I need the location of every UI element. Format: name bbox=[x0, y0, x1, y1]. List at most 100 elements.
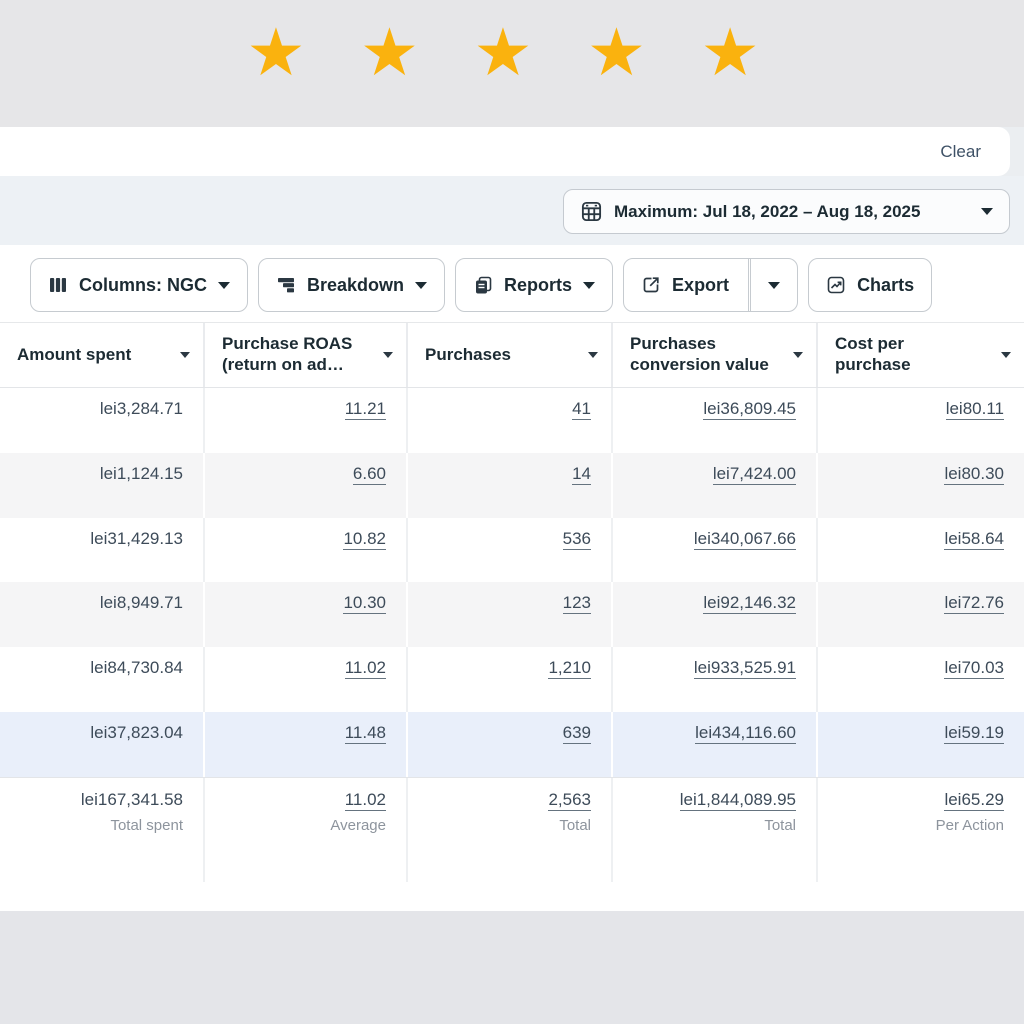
metric-link[interactable]: lei65.29 bbox=[944, 789, 1004, 811]
breakdown-button-label: Breakdown bbox=[307, 274, 405, 295]
column-header-purchase-roas[interactable]: Purchase ROAS (return on ad… bbox=[205, 323, 408, 387]
chevron-down-icon bbox=[218, 281, 230, 289]
cost-per-purchase-cell: lei59.19 bbox=[818, 712, 1024, 777]
metric-link[interactable]: lei72.76 bbox=[944, 593, 1004, 615]
rating-banner: ★ ★ ★ ★ ★ bbox=[0, 0, 1024, 127]
chevron-down-icon[interactable] bbox=[768, 281, 781, 289]
metric-link[interactable]: lei59.19 bbox=[944, 723, 1004, 745]
table-toolbar: Columns: NGC Breakdown Reports bbox=[0, 245, 1024, 322]
roas-cell: 10.82 bbox=[205, 517, 408, 583]
breakdown-button[interactable]: Breakdown bbox=[258, 258, 446, 312]
star-icon[interactable]: ★ bbox=[473, 15, 551, 89]
chevron-down-icon bbox=[583, 281, 596, 289]
metric-link[interactable]: lei340,067.66 bbox=[693, 528, 796, 550]
date-band: Maximum: Jul 18, 2022 – Aug 18, 2025 bbox=[0, 176, 1024, 245]
filter-bar: Clear bbox=[0, 127, 1010, 176]
metric-link[interactable]: 11.48 bbox=[344, 723, 386, 745]
purchases-cell: 14 bbox=[408, 452, 613, 518]
metric-link[interactable]: lei70.03 bbox=[944, 658, 1004, 680]
total-sublabel: Average bbox=[330, 816, 386, 834]
conversion-value-cell: lei434,116.60 bbox=[613, 712, 818, 777]
filter-bar-strip: Clear bbox=[0, 127, 1024, 176]
conversion-value-cell: lei933,525.91 bbox=[613, 647, 818, 713]
table-row-highlighted: lei37,823.04 11.48 639 lei434,116.60 lei… bbox=[0, 712, 1024, 777]
breakdown-icon bbox=[278, 278, 294, 293]
metric-link[interactable]: lei80.11 bbox=[945, 399, 1004, 420]
column-header-purchases[interactable]: Purchases bbox=[408, 323, 613, 387]
cost-per-purchase-cell: lei58.64 bbox=[818, 518, 1024, 583]
metric-link[interactable]: 10.30 bbox=[343, 593, 386, 615]
export-icon bbox=[643, 277, 659, 293]
column-header-label: Purchases conversion value bbox=[630, 334, 769, 374]
total-sublabel: Total spent bbox=[110, 816, 183, 834]
conversion-value-cell: lei7,424.00 bbox=[613, 452, 818, 518]
table-row: lei3,284.71 11.21 41 lei36,809.45 lei80.… bbox=[0, 388, 1024, 453]
metric-link[interactable]: 1,210 bbox=[548, 658, 591, 680]
metric-link[interactable]: 11.02 bbox=[344, 789, 386, 811]
table-totals-row: lei167,341.58 Total spent 11.02 Average … bbox=[0, 776, 1024, 882]
star-rating[interactable]: ★ ★ ★ ★ ★ bbox=[0, 10, 1024, 96]
metric-link[interactable]: 6.60 bbox=[352, 463, 386, 485]
metric-link[interactable]: 41 bbox=[572, 399, 591, 420]
metric-link[interactable]: 536 bbox=[562, 528, 591, 550]
column-header-conversion-value[interactable]: Purchases conversion value bbox=[613, 323, 818, 387]
reports-button[interactable]: Reports bbox=[455, 258, 614, 312]
amount-spent-cell: lei1,124.15 bbox=[0, 452, 205, 518]
metric-link[interactable]: 11.21 bbox=[344, 399, 386, 420]
purchases-cell: 536 bbox=[408, 517, 613, 583]
calendar-icon bbox=[581, 201, 602, 222]
columns-button-label: Columns: NGC bbox=[79, 274, 207, 295]
cost-per-purchase-cell: lei80.30 bbox=[818, 453, 1024, 518]
roas-cell: 11.48 bbox=[205, 712, 408, 777]
amount-spent-cell: lei3,284.71 bbox=[0, 388, 205, 453]
amount-spent-cell: lei8,949.71 bbox=[0, 582, 205, 648]
metric-link[interactable]: 11.02 bbox=[344, 658, 386, 680]
charts-button[interactable]: Charts bbox=[808, 258, 933, 312]
metric-link[interactable]: lei80.30 bbox=[944, 463, 1004, 485]
amount-spent-cell: lei37,823.04 bbox=[0, 712, 205, 777]
purchases-cell: 123 bbox=[408, 582, 613, 648]
metric-link[interactable]: lei36,809.45 bbox=[703, 399, 796, 420]
columns-icon bbox=[50, 278, 66, 292]
roas-cell: 11.21 bbox=[205, 388, 408, 453]
table-row: lei84,730.84 11.02 1,210 lei933,525.91 l… bbox=[0, 647, 1024, 713]
conversion-value-cell: lei36,809.45 bbox=[613, 388, 818, 453]
column-header-amount-spent[interactable]: Amount spent bbox=[0, 323, 205, 387]
columns-button[interactable]: Columns: NGC bbox=[30, 258, 248, 312]
metric-link[interactable]: 123 bbox=[562, 593, 591, 615]
purchases-cell: 41 bbox=[408, 388, 613, 453]
metric-link[interactable]: lei933,525.91 bbox=[693, 658, 796, 680]
metric-link[interactable]: lei1,844,089.95 bbox=[679, 789, 796, 811]
export-button-label: Export bbox=[672, 274, 730, 295]
metric-link[interactable]: lei434,116.60 bbox=[695, 723, 796, 745]
conversion-value-cell: lei340,067.66 bbox=[613, 517, 818, 583]
export-split-button[interactable]: Export bbox=[623, 258, 799, 312]
metric-link[interactable]: 14 bbox=[572, 463, 591, 485]
chevron-down-icon bbox=[383, 352, 393, 358]
cell-value: lei3,284.71 bbox=[99, 399, 183, 418]
metric-link[interactable]: lei7,424.00 bbox=[712, 463, 796, 485]
star-icon[interactable]: ★ bbox=[359, 15, 438, 89]
metric-link[interactable]: lei58.64 bbox=[944, 528, 1004, 550]
total-sublabel: Per Action bbox=[935, 816, 1004, 834]
column-header-cost-per-purchase[interactable]: Cost per purchase bbox=[818, 323, 1024, 387]
amount-spent-cell: lei84,730.84 bbox=[0, 647, 205, 713]
chevron-down-icon bbox=[415, 281, 428, 289]
cost-per-purchase-cell: lei72.76 bbox=[818, 582, 1024, 647]
clear-button[interactable]: Clear bbox=[940, 141, 981, 161]
charts-icon bbox=[827, 276, 845, 294]
date-range-button[interactable]: Maximum: Jul 18, 2022 – Aug 18, 2025 bbox=[563, 189, 1010, 234]
metric-link[interactable]: lei92,146.32 bbox=[703, 593, 796, 615]
star-icon[interactable]: ★ bbox=[246, 15, 324, 89]
chevron-down-icon bbox=[588, 352, 598, 358]
metric-link[interactable]: 639 bbox=[562, 723, 591, 745]
conversion-value-total-cell: lei1,844,089.95 Total bbox=[613, 777, 818, 882]
cell-value: lei37,823.04 bbox=[90, 723, 183, 743]
table-row: lei1,124.15 6.60 14 lei7,424.00 lei80.30 bbox=[0, 452, 1024, 518]
conversion-value-cell: lei92,146.32 bbox=[613, 582, 818, 648]
column-header-label: Purchase ROAS (return on ad… bbox=[222, 334, 353, 374]
metric-link[interactable]: 10.82 bbox=[343, 528, 386, 550]
metric-link[interactable]: 2,563 bbox=[548, 789, 591, 811]
star-icon[interactable]: ★ bbox=[586, 15, 665, 89]
star-icon[interactable]: ★ bbox=[700, 15, 778, 89]
